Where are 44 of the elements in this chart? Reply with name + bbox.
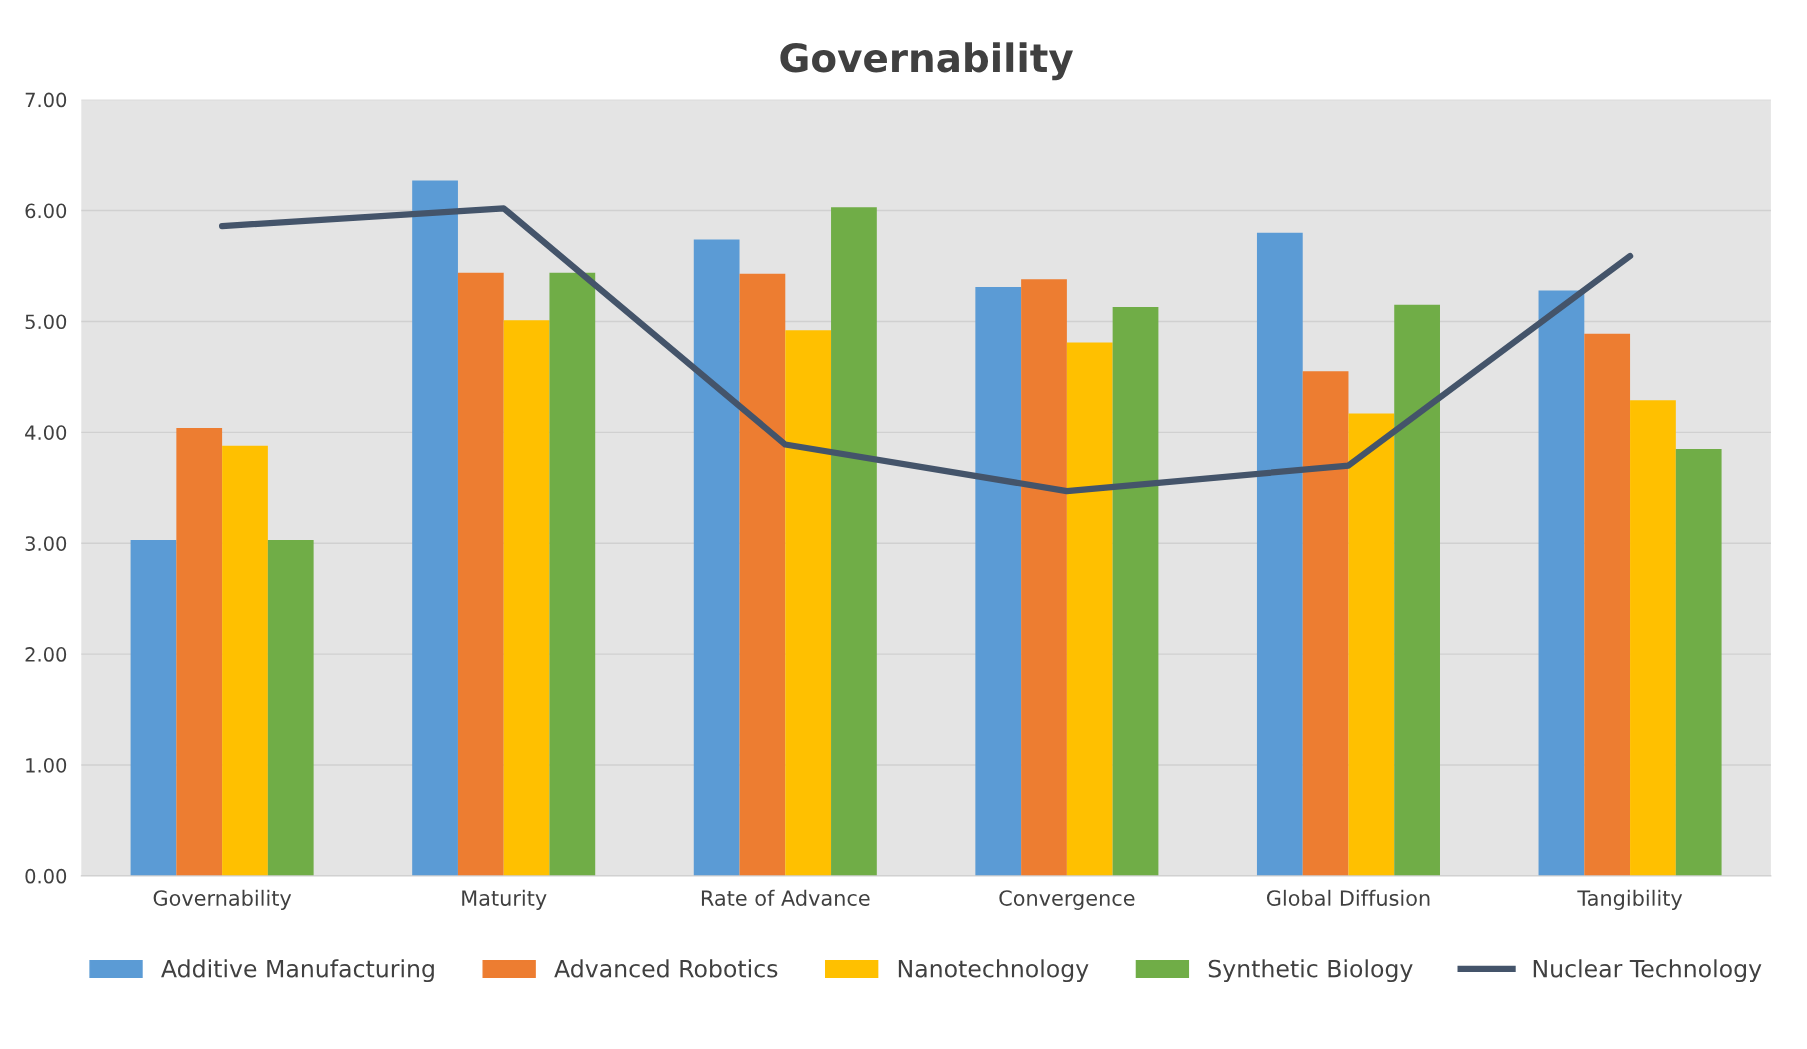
legend-label: Nanotechnology xyxy=(898,959,1089,983)
x-tick-label: Global Diffusion xyxy=(1266,889,1430,906)
bar xyxy=(222,445,268,876)
bar xyxy=(1066,342,1113,876)
x-tick-label: Rate of Advance xyxy=(701,889,870,906)
legend-label: Nuclear Technology xyxy=(1533,959,1762,983)
bar xyxy=(785,330,832,876)
bar xyxy=(267,539,314,876)
x-tick-label: Maturity xyxy=(462,889,547,910)
y-tick-label: 3.00 xyxy=(25,536,67,551)
bar xyxy=(503,320,550,876)
y-tick-label: 7.00 xyxy=(25,92,67,108)
bar xyxy=(739,273,786,876)
bar xyxy=(457,272,504,876)
bar xyxy=(549,272,596,876)
x-tick-label: Governability xyxy=(153,889,292,910)
bar xyxy=(1256,232,1303,876)
y-tick-label: 6.00 xyxy=(25,203,67,219)
bar xyxy=(1675,448,1722,876)
bar xyxy=(1538,290,1585,876)
y-tick-label: 0.00 xyxy=(25,868,67,884)
bar xyxy=(831,207,877,876)
bar xyxy=(1302,371,1349,876)
bar xyxy=(130,539,177,876)
legend-label: Advanced Robotics xyxy=(554,959,778,978)
bar xyxy=(1394,304,1440,876)
bar xyxy=(1021,279,1067,876)
bar xyxy=(1584,333,1631,876)
bar xyxy=(1630,400,1676,876)
y-tick-label: 1.00 xyxy=(26,757,67,773)
bar xyxy=(176,427,223,876)
bar xyxy=(1348,413,1395,876)
legend-label: Additive Manufacturing xyxy=(161,959,434,983)
x-tick-label: Convergence xyxy=(999,890,1135,910)
y-tick-label: 5.00 xyxy=(25,314,67,330)
bar xyxy=(1112,307,1159,876)
y-tick-label: 4.00 xyxy=(25,425,67,440)
x-tick-label: Tangibility xyxy=(1577,889,1683,910)
y-tick-label: 2.00 xyxy=(25,647,67,662)
bar xyxy=(412,180,458,876)
bar xyxy=(693,239,740,876)
bar xyxy=(975,287,1022,876)
legend-label: Synthetic Biology xyxy=(1208,959,1413,983)
chart-title: Governability xyxy=(780,42,1073,81)
